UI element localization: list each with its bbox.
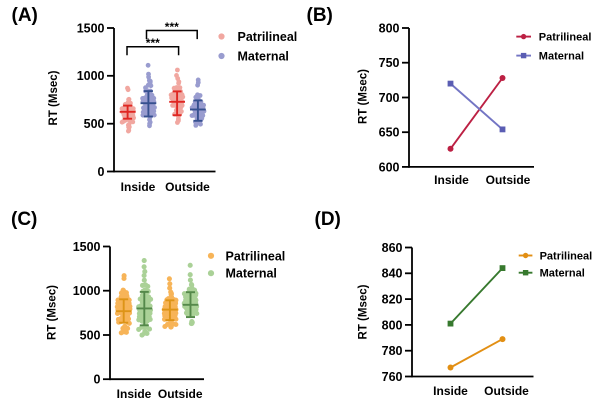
- svg-text:(B): (B): [307, 5, 333, 26]
- svg-text:Outside: Outside: [158, 387, 203, 401]
- svg-text:Patrilineal: Patrilineal: [540, 251, 593, 263]
- svg-text:840: 840: [382, 267, 403, 281]
- svg-text:***: ***: [165, 20, 179, 34]
- svg-text:Outside: Outside: [486, 173, 531, 187]
- svg-text:760: 760: [382, 370, 403, 384]
- svg-text:Inside: Inside: [121, 180, 156, 194]
- svg-text:Outside: Outside: [165, 180, 210, 194]
- svg-text:1500: 1500: [77, 21, 105, 35]
- svg-text:Maternal: Maternal: [540, 268, 585, 280]
- svg-text:1000: 1000: [73, 284, 101, 298]
- svg-text:0: 0: [94, 373, 101, 387]
- svg-text:780: 780: [382, 344, 403, 358]
- svg-text:RT (Msec): RT (Msec): [47, 285, 59, 340]
- svg-text:600: 600: [379, 160, 400, 174]
- svg-text:Patrilineal: Patrilineal: [226, 249, 286, 263]
- svg-text:(A): (A): [12, 5, 38, 26]
- svg-text:Outside: Outside: [484, 384, 529, 398]
- svg-text:Patrilineal: Patrilineal: [238, 30, 298, 44]
- svg-text:820: 820: [382, 293, 403, 307]
- svg-text:RT (Msec): RT (Msec): [358, 69, 370, 124]
- svg-text:750: 750: [379, 56, 400, 70]
- svg-text:1000: 1000: [77, 69, 105, 83]
- svg-text:RT (Msec): RT (Msec): [48, 70, 60, 125]
- svg-text:(D): (D): [315, 209, 341, 230]
- svg-text:RT (Msec): RT (Msec): [358, 284, 370, 339]
- svg-text:650: 650: [379, 126, 400, 140]
- svg-text:Maternal: Maternal: [226, 267, 277, 281]
- svg-text:860: 860: [382, 241, 403, 255]
- svg-text:Inside: Inside: [117, 387, 152, 401]
- svg-text:500: 500: [84, 117, 105, 131]
- svg-text:700: 700: [379, 91, 400, 105]
- svg-text:800: 800: [382, 318, 403, 332]
- svg-text:800: 800: [379, 21, 400, 35]
- svg-text:(C): (C): [11, 209, 37, 230]
- svg-text:Inside: Inside: [433, 384, 468, 398]
- svg-text:***: ***: [146, 36, 160, 50]
- svg-text:Maternal: Maternal: [539, 51, 584, 63]
- svg-text:0: 0: [98, 165, 105, 179]
- svg-text:Inside: Inside: [434, 173, 469, 187]
- svg-text:500: 500: [80, 328, 101, 342]
- svg-text:Patrilineal: Patrilineal: [539, 32, 592, 44]
- svg-text:1500: 1500: [73, 240, 101, 254]
- svg-text:Maternal: Maternal: [238, 50, 289, 64]
